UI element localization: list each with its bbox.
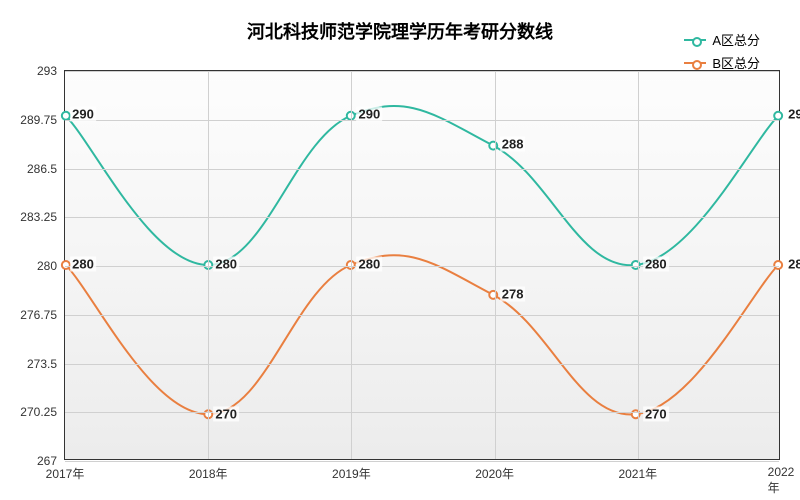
chart-container: 河北科技师范学院理学历年考研分数线 A区总分 B区总分 267270.25273… — [0, 0, 800, 500]
gridline-v — [495, 71, 496, 459]
data-label: 280 — [643, 257, 669, 272]
x-axis-label: 2022年 — [768, 459, 795, 496]
series-line-1 — [66, 255, 778, 414]
data-label: 290 — [786, 107, 800, 122]
x-axis-label: 2021年 — [618, 459, 657, 482]
legend-swatch-a — [684, 39, 706, 41]
data-point[interactable] — [489, 142, 497, 150]
data-label: 290 — [357, 107, 383, 122]
data-label: 280 — [786, 257, 800, 272]
plot-area: 267270.25273.5276.75280283.25286.5289.75… — [64, 70, 780, 460]
gridline-h — [65, 120, 779, 121]
gridline-h — [65, 364, 779, 365]
data-label: 270 — [213, 407, 239, 422]
legend-swatch-b — [684, 62, 706, 64]
y-axis-label: 273.5 — [27, 357, 65, 371]
gridline-v — [208, 71, 209, 459]
chart-lines-svg — [65, 71, 779, 459]
data-label: 280 — [70, 257, 96, 272]
x-axis-label: 2019年 — [332, 459, 371, 482]
data-point[interactable] — [489, 291, 497, 299]
gridline-v — [351, 71, 352, 459]
data-label: 278 — [500, 287, 526, 302]
gridline-h — [65, 461, 779, 462]
y-axis-label: 293 — [37, 64, 65, 78]
y-axis-label: 289.75 — [20, 113, 65, 127]
x-axis-label: 2017年 — [46, 459, 85, 482]
data-label: 290 — [70, 107, 96, 122]
gridline-h — [65, 412, 779, 413]
y-axis-label: 276.75 — [20, 308, 65, 322]
gridline-h — [65, 315, 779, 316]
legend-label-a: A区总分 — [712, 30, 760, 49]
gridline-h — [65, 217, 779, 218]
gridline-v — [638, 71, 639, 459]
y-axis-label: 286.5 — [27, 162, 65, 176]
data-label: 280 — [357, 257, 383, 272]
chart-title: 河北科技师范学院理学历年考研分数线 — [247, 18, 553, 44]
gridline-h — [65, 71, 779, 72]
data-label: 288 — [500, 137, 526, 152]
gridline-h — [65, 266, 779, 267]
x-axis-label: 2020年 — [475, 459, 514, 482]
gridline-h — [65, 169, 779, 170]
data-label: 270 — [643, 407, 669, 422]
series-line-0 — [66, 106, 778, 265]
legend-item-a[interactable]: A区总分 — [684, 30, 760, 49]
y-axis-label: 283.25 — [20, 210, 65, 224]
x-axis-label: 2018年 — [189, 459, 228, 482]
data-label: 280 — [213, 257, 239, 272]
data-point[interactable] — [774, 261, 782, 269]
y-axis-label: 280 — [37, 259, 65, 273]
y-axis-label: 270.25 — [20, 405, 65, 419]
data-point[interactable] — [774, 112, 782, 120]
